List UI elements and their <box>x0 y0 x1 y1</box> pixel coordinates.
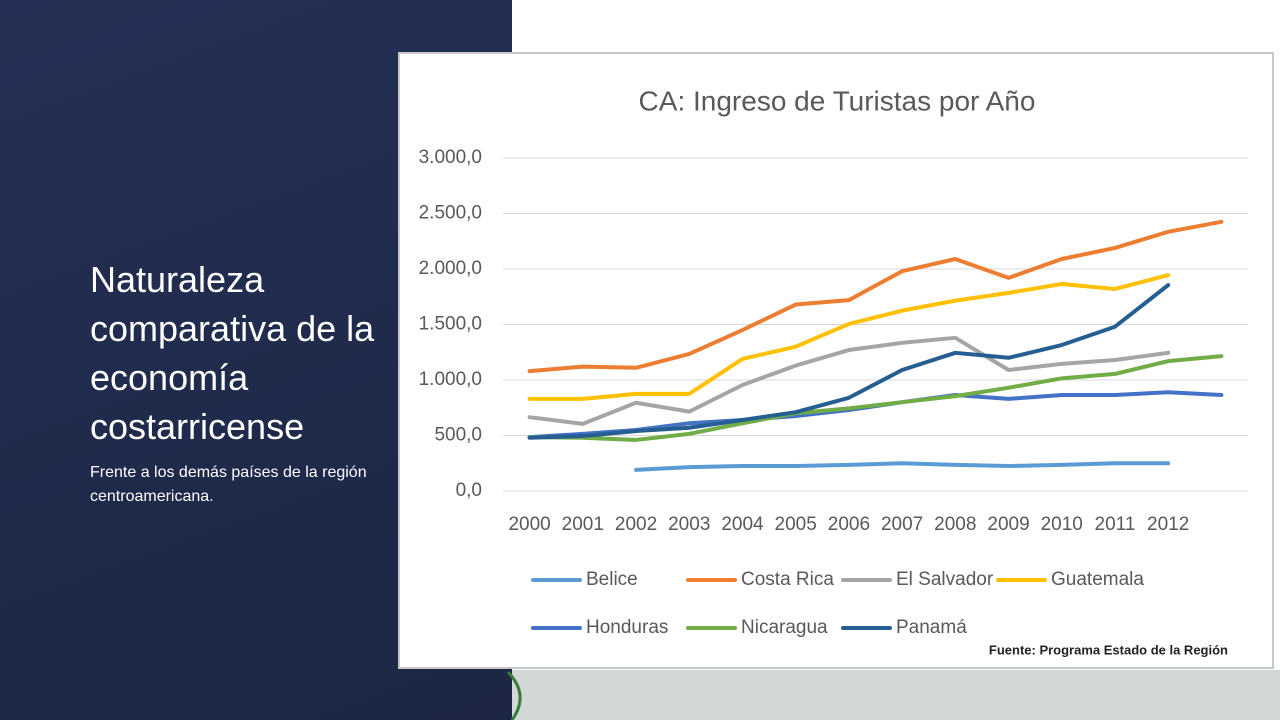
x-tick-label: 2003 <box>668 514 710 535</box>
legend-label: Belice <box>586 569 638 590</box>
series-line <box>527 354 1224 442</box>
legend-label: El Salvador <box>896 569 994 590</box>
chart-frame <box>398 52 1274 669</box>
series-line <box>634 461 1171 472</box>
x-tick-label: 2011 <box>1095 514 1136 535</box>
y-tick-label: 3.000,0 <box>419 147 482 168</box>
series-line <box>527 335 1171 426</box>
chart-title: CA: Ingreso de Turistas por Año <box>639 85 1036 116</box>
source: Fuente: Programa Estado de la Región <box>989 642 1228 657</box>
y-tick-label: 0,0 <box>456 480 482 501</box>
legend-label: Costa Rica <box>741 569 834 590</box>
y-tick-label: 2.500,0 <box>419 203 482 224</box>
x-tick-label: 2002 <box>615 514 657 535</box>
x-tick-label: 2012 <box>1147 514 1189 535</box>
x-tick-label: 2004 <box>721 514 764 535</box>
x-tick-label: 2006 <box>828 514 870 535</box>
series-line <box>527 273 1171 401</box>
y-tick-label: 1.000,0 <box>419 369 482 390</box>
legend-label: Guatemala <box>1051 569 1144 590</box>
y-tick-label: 2.000,0 <box>419 258 482 279</box>
x-tick-label: 2008 <box>934 514 976 535</box>
x-tick-label: 2009 <box>987 514 1029 535</box>
legend-label: Panamá <box>896 617 967 638</box>
series-line <box>527 283 1171 440</box>
legend-label: Nicaragua <box>741 617 828 638</box>
slide-title: Naturaleza comparativa de la economía co… <box>90 259 375 447</box>
x-tick-label: 2005 <box>775 514 817 535</box>
x-tick-label: 2010 <box>1041 514 1083 535</box>
decoration <box>506 670 522 720</box>
y-tick-label: 1.500,0 <box>419 314 482 335</box>
x-tick-label: 2007 <box>881 514 923 535</box>
legend-label: Honduras <box>586 617 668 638</box>
slide-subtitle: Frente a los demás países de la región c… <box>90 464 367 505</box>
series-line <box>527 219 1224 374</box>
bottom-strip <box>512 670 1280 720</box>
x-tick-label: 2001 <box>562 514 604 535</box>
x-tick-label: 2000 <box>508 514 550 535</box>
y-tick-label: 500,0 <box>434 425 482 446</box>
